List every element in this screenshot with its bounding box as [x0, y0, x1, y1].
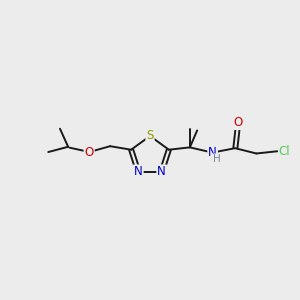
Text: N: N: [134, 165, 143, 178]
Text: Cl: Cl: [279, 145, 290, 158]
Text: N: N: [208, 146, 217, 159]
Text: N: N: [157, 165, 166, 178]
Text: O: O: [233, 116, 242, 129]
Text: S: S: [146, 129, 154, 142]
Text: O: O: [85, 146, 94, 158]
Text: H: H: [213, 154, 220, 164]
